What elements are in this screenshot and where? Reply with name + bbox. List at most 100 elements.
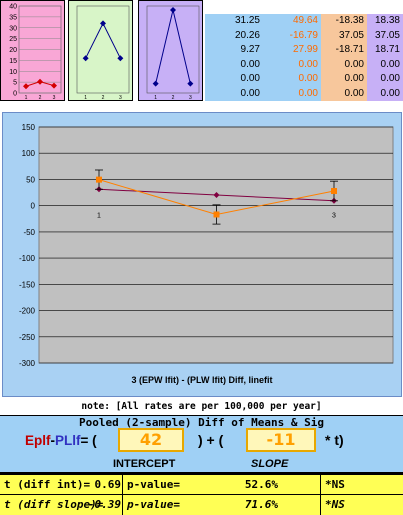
mini-series-line: [155, 9, 191, 84]
table-cell: 0.00: [205, 72, 263, 87]
mini-y-tick-label: 35: [9, 14, 17, 21]
mini-data-point: [82, 55, 89, 62]
mini-data-point: [117, 55, 124, 62]
mini-x-tick-label: 2: [102, 95, 105, 101]
mini-data-point: [37, 78, 43, 85]
table-row: 31.25 49.64 -18.38 18.38: [205, 14, 403, 29]
table-cell: 20.26: [205, 28, 263, 43]
y-tick-label: 100: [22, 149, 36, 158]
mini-x-tick-label: 3: [53, 95, 56, 101]
data-point: [213, 211, 220, 218]
table-cell: 0.00: [263, 86, 321, 101]
table-cell: 0.00: [263, 72, 321, 87]
y-tick-label: -50: [23, 228, 35, 237]
formula-panel: Pooled (2-sample) Diff of Means & Sig Ep…: [0, 415, 403, 473]
mini-chart-1-plot: 40 35 30 25 20 15 10 5 0 1 2 3: [9, 4, 62, 101]
mini-y-tick-label: 30: [9, 25, 17, 32]
p-int-label: p-value=: [127, 478, 180, 491]
mini-x-tick-label: 2: [172, 95, 175, 101]
p-slope-value: 71.6%: [244, 498, 278, 511]
table-cell: 0.00: [205, 57, 263, 72]
chart-title: 3 (EPW lfit) - (PLW lfit) Diff, linefit: [131, 375, 273, 385]
mini-data-point: [170, 7, 176, 14]
data-point: [331, 187, 337, 194]
mini-y-tick-label: 25: [9, 36, 17, 43]
t-int-label: t (diff int)=: [4, 478, 91, 491]
plot-area: [38, 126, 394, 364]
y-tick-label: -100: [19, 254, 36, 263]
mini-data-point: [152, 80, 159, 87]
table-cell: 37.05: [367, 28, 403, 43]
table-cell: 0.00: [263, 57, 321, 72]
mini-y-tick-label: 15: [9, 58, 17, 65]
table-row: 0.00 0.00 0.00 0.00: [205, 72, 403, 87]
mini-x-tick-label: 2: [39, 95, 42, 101]
mini-chart-2: 1 2 3: [68, 0, 133, 101]
x-tick-label: 1: [97, 213, 101, 220]
y-tick-label: 0: [31, 202, 36, 211]
lhs-b: PLlf: [55, 433, 81, 448]
intercept-value-box: 42: [118, 428, 184, 452]
formula-close: * t): [325, 432, 344, 448]
table-row: 20.26 -16.79 37.05 37.05: [205, 28, 403, 43]
t-slope-label: t (diff slope)=: [4, 498, 104, 511]
table-cell: 37.05: [321, 28, 367, 43]
t-slope-value: -0.39: [87, 498, 121, 511]
mini-x-tick-label: 1: [25, 95, 28, 101]
sig-int: *NS: [325, 478, 345, 491]
mini-y-tick-label: 0: [13, 91, 17, 98]
formula-lhs: Eplf-PLlf= (: [25, 433, 97, 448]
mini-plot-area: [76, 5, 130, 94]
formula-title: Pooled (2-sample) Diff of Means & Sig: [78, 416, 325, 429]
table-cell: 18.71: [367, 43, 403, 58]
table-row: 9.27 27.99 -18.71 18.71: [205, 43, 403, 58]
table-cell: 18.38: [367, 14, 403, 29]
mini-x-tick-label: 1: [154, 95, 157, 101]
formula-plus: ) + (: [198, 432, 224, 448]
mini-y-tick-label: 20: [9, 47, 17, 54]
intercept-label: INTERCEPT: [113, 458, 176, 470]
lhs-a: Eplf: [25, 433, 51, 448]
mini-x-tick-label: 3: [189, 95, 192, 101]
mini-y-tick-label: 10: [9, 69, 17, 76]
stat-row-intercept: t (diff int)= 0.69 p-value= 52.6% *NS: [0, 475, 403, 495]
table-cell: 0.00: [367, 72, 403, 87]
mini-chart-3-plot: 1 2 3: [146, 5, 200, 101]
table-cell: 0.00: [205, 86, 263, 101]
p-slope-label: p-value=: [127, 498, 180, 511]
values-table: 31.25 49.64 -18.38 18.38 20.26 -16.79 37.05 37.…: [205, 14, 403, 101]
x-tick-label: 3: [332, 213, 336, 220]
stats-divider-2: [320, 475, 321, 515]
mini-chart-3: 1 2 3: [138, 0, 203, 101]
mini-data-point: [23, 83, 29, 90]
y-tick-label: -300: [19, 359, 36, 368]
lhs-equals: = (: [80, 433, 97, 448]
p-int-value: 52.6%: [244, 478, 278, 491]
table-cell: -18.71: [321, 43, 367, 58]
table-row: 0.00 0.00 0.00 0.00: [205, 86, 403, 101]
data-point: [96, 176, 102, 183]
mini-chart-1: 40 35 30 25 20 15 10 5 0 1 2 3: [0, 0, 65, 101]
rates-note: note: [All rates are per 100,000 per yea…: [81, 401, 322, 412]
y-tick-label: -200: [19, 307, 36, 316]
table-cell: -18.38: [321, 14, 367, 29]
table-cell: 0.00: [321, 57, 367, 72]
mini-y-tick-label: 40: [9, 4, 17, 11]
slope-label: SLOPE: [251, 458, 289, 470]
stats-panel: t (diff int)= 0.69 p-value= 52.6% *NS t …: [0, 473, 403, 515]
table-cell: 9.27: [205, 43, 263, 58]
main-chart: 150 100 50 0 -50 -100 -150 -200 -250 -300 1 3 3 (EP…: [2, 112, 402, 397]
t-int-value: 0.69: [94, 478, 122, 491]
table-cell: 27.99: [263, 43, 321, 58]
table-cell: 0.00: [321, 72, 367, 87]
stats-divider-1: [122, 475, 123, 515]
y-tick-label: -150: [19, 280, 36, 289]
table-cell: 49.64: [263, 14, 321, 29]
y-tick-label: 50: [26, 175, 35, 184]
table-cell: 0.00: [367, 86, 403, 101]
y-tick-label: -250: [19, 333, 36, 342]
table-row: 0.00 0.00 0.00 0.00: [205, 57, 403, 72]
mini-plot-area: [146, 5, 200, 94]
lhs-dash: -: [50, 433, 56, 448]
mini-y-tick-label: 5: [13, 80, 17, 87]
